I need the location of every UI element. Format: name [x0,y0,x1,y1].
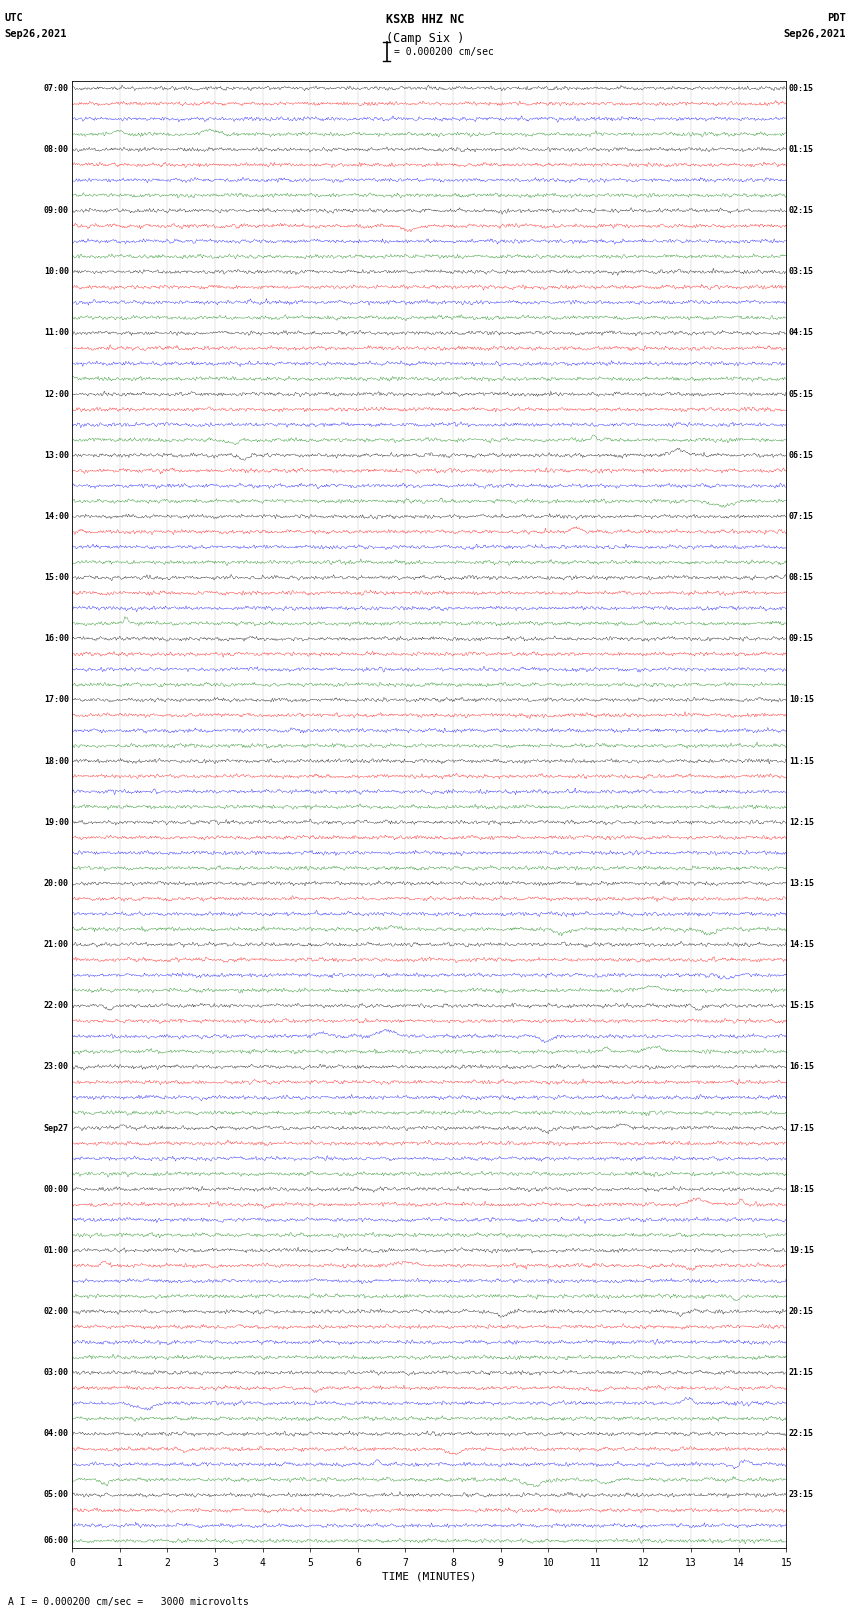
Text: 18:15: 18:15 [789,1184,813,1194]
Text: 12:00: 12:00 [44,390,69,398]
Text: 10:15: 10:15 [789,695,813,705]
Text: 07:00: 07:00 [44,84,69,94]
Text: KSXB HHZ NC: KSXB HHZ NC [386,13,464,26]
Text: 11:00: 11:00 [44,329,69,337]
Text: 03:00: 03:00 [44,1368,69,1378]
Text: 21:15: 21:15 [789,1368,813,1378]
Text: 06:00: 06:00 [44,1536,69,1545]
Text: 10:00: 10:00 [44,268,69,276]
Text: = 0.000200 cm/sec: = 0.000200 cm/sec [394,47,493,56]
Text: 13:00: 13:00 [44,450,69,460]
Text: 05:00: 05:00 [44,1490,69,1500]
Text: 06:15: 06:15 [789,450,813,460]
Text: 22:00: 22:00 [44,1002,69,1010]
X-axis label: TIME (MINUTES): TIME (MINUTES) [382,1571,477,1582]
Text: 03:15: 03:15 [789,268,813,276]
Text: 07:15: 07:15 [789,511,813,521]
Text: Sep27: Sep27 [44,1124,69,1132]
Text: 23:00: 23:00 [44,1063,69,1071]
Text: 01:00: 01:00 [44,1245,69,1255]
Text: 02:15: 02:15 [789,206,813,215]
Text: 15:00: 15:00 [44,573,69,582]
Text: 19:00: 19:00 [44,818,69,827]
Text: 13:15: 13:15 [789,879,813,887]
Text: 20:00: 20:00 [44,879,69,887]
Text: Sep26,2021: Sep26,2021 [783,29,846,39]
Text: 01:15: 01:15 [789,145,813,153]
Text: 11:15: 11:15 [789,756,813,766]
Text: Sep26,2021: Sep26,2021 [4,29,67,39]
Text: UTC: UTC [4,13,23,23]
Text: 09:15: 09:15 [789,634,813,644]
Text: 08:00: 08:00 [44,145,69,153]
Text: 19:15: 19:15 [789,1245,813,1255]
Text: 17:15: 17:15 [789,1124,813,1132]
Text: A I = 0.000200 cm/sec =   3000 microvolts: A I = 0.000200 cm/sec = 3000 microvolts [8,1597,249,1607]
Text: 15:15: 15:15 [789,1002,813,1010]
Text: 14:15: 14:15 [789,940,813,948]
Text: 08:15: 08:15 [789,573,813,582]
Text: 17:00: 17:00 [44,695,69,705]
Text: 02:00: 02:00 [44,1307,69,1316]
Text: 16:00: 16:00 [44,634,69,644]
Text: 16:15: 16:15 [789,1063,813,1071]
Text: 04:00: 04:00 [44,1429,69,1439]
Text: PDT: PDT [827,13,846,23]
Text: (Camp Six ): (Camp Six ) [386,32,464,45]
Text: 22:15: 22:15 [789,1429,813,1439]
Text: 18:00: 18:00 [44,756,69,766]
Text: 00:15: 00:15 [789,84,813,94]
Text: 23:15: 23:15 [789,1490,813,1500]
Text: 21:00: 21:00 [44,940,69,948]
Text: 12:15: 12:15 [789,818,813,827]
Text: 20:15: 20:15 [789,1307,813,1316]
Text: 14:00: 14:00 [44,511,69,521]
Text: 09:00: 09:00 [44,206,69,215]
Text: 04:15: 04:15 [789,329,813,337]
Text: 05:15: 05:15 [789,390,813,398]
Text: 00:00: 00:00 [44,1184,69,1194]
